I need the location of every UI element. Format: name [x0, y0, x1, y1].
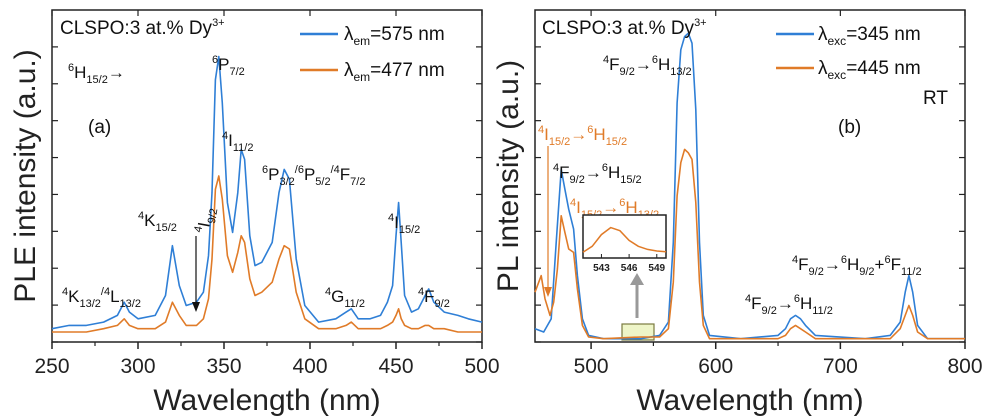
panel-a-series: [51, 55, 483, 333]
ann-a-i112: 4I11/2: [222, 130, 253, 154]
panel-b-frame: [534, 9, 966, 343]
panel-b-series: [534, 32, 965, 340]
panel-a-x-ticks: 250 300 350 400 450 500: [34, 10, 500, 378]
ann-a-i92: 4I9/2: [192, 205, 220, 235]
x-tick-label-500: 500: [464, 355, 499, 378]
x-tick-label-600: 600: [698, 355, 733, 378]
inset-arrowhead: [630, 273, 644, 285]
x-tick-label-300: 300: [120, 355, 155, 378]
ann-a-h152: 6H15/2→: [68, 62, 125, 86]
ann-b-f92-h112: 4F9/2→6H11/2: [745, 293, 833, 317]
x-tick-label-500: 500: [574, 355, 609, 378]
legend-b-orange-label: λexc=445 nm: [818, 58, 921, 82]
ann-a-k152: 4K15/2: [138, 210, 177, 234]
series-1-line: [52, 175, 482, 333]
ann-a-f92: 4F9/2: [418, 286, 450, 310]
ann-a-k132: 4K13/2/4L13/2: [62, 286, 141, 310]
inset-tick-label-546: 546: [621, 263, 638, 274]
panel-b: 500 600 700 800 PL intensity (a.u.) Wavelen…: [492, 9, 983, 417]
x-tick-label-700: 700: [823, 355, 858, 378]
panel-b-label: (b): [838, 117, 861, 138]
ann-b-f92-h152: 4F9/2→6H15/2: [553, 162, 642, 186]
x-tick-label-450: 450: [378, 355, 413, 378]
inset-tick-label-549: 549: [648, 263, 665, 274]
legend-b-blue-label: λexc=345 nm: [818, 24, 921, 48]
ann-b-f92-h92: 4F9/2→6H9/2+6F11/2: [792, 254, 922, 278]
ann-a-i92-arrowhead: [192, 302, 200, 312]
x-tick-label-400: 400: [292, 355, 327, 378]
ann-a-i152: 4I15/2: [388, 212, 420, 236]
x-tick-label-800: 800: [947, 355, 982, 378]
ann-a-p72: 6P7/2: [212, 54, 245, 78]
series-0-line: [51, 55, 483, 330]
panel-a: 250 300 350 400 450 500 PLE intensity (a.u.) …: [9, 9, 500, 417]
panel-a-xlabel: Wavelength (nm): [153, 384, 380, 417]
series-0-line: [534, 32, 965, 340]
legend-a-blue-label: λem=575 nm: [344, 24, 445, 48]
x-tick-label-350: 350: [206, 355, 241, 378]
highlight-box: [621, 323, 655, 341]
inset-ticks: 543 546 549: [593, 254, 666, 274]
panel-a-y-ticks: [52, 46, 482, 343]
series-1-line: [534, 148, 965, 340]
inset-curve: [582, 226, 667, 253]
panel-a-label: (a): [88, 117, 111, 138]
panel-b-ylabel: PL intensity (a.u.): [492, 60, 525, 292]
ann-b-f92-h132: 4F9/2→6H13/2: [603, 54, 692, 78]
legend-b-rt: RT: [923, 88, 948, 109]
ann-b-orange-arrowhead: [544, 287, 552, 297]
panel-b-sample: CLSPO:3 at.% Dy3+: [542, 17, 707, 39]
ann-b-i152-h152: 4I15/2→6H15/2: [538, 124, 627, 148]
legend-a-orange-label: λem=477 nm: [344, 60, 445, 84]
panel-b-y-ticks: [535, 46, 965, 343]
x-tick-label-250: 250: [34, 355, 69, 378]
ann-a-g112: 4G11/2: [325, 286, 365, 310]
panel-b-x-ticks: 500 600 700 800: [574, 10, 983, 378]
ann-a-p32: 6P3/2/6P5/2/4F7/2: [262, 164, 365, 188]
panel-b-xlabel: Wavelength (nm): [636, 384, 863, 417]
panel-a-sample: CLSPO:3 at.% Dy3+: [60, 17, 225, 39]
inset-tick-label-543: 543: [593, 263, 610, 274]
inset: 543 546 549: [582, 214, 667, 274]
panel-a-ylabel: PLE intensity (a.u.): [9, 49, 42, 302]
